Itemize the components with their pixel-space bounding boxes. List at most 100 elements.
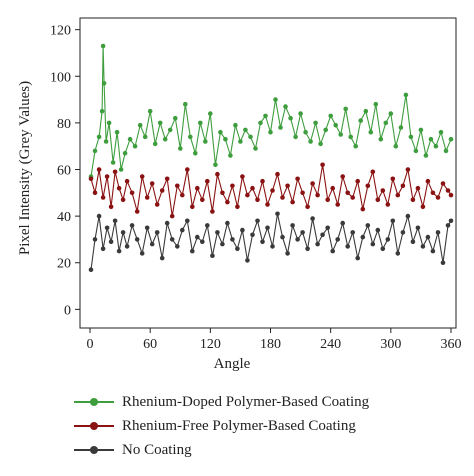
legend-label-doped: Rhenium-Doped Polymer-Based Coating (122, 393, 370, 410)
data-point (195, 185, 200, 191)
data-point (448, 192, 454, 198)
y-tick-label: 20 (57, 257, 71, 272)
data-point (260, 239, 265, 245)
data-point (139, 251, 145, 256)
data-point (310, 216, 315, 221)
data-point (100, 195, 106, 200)
data-point (243, 127, 248, 133)
data-point (240, 227, 245, 233)
data-point (398, 125, 404, 130)
data-point (290, 199, 295, 205)
data-point (275, 211, 280, 217)
data-point (208, 111, 213, 116)
data-point (108, 204, 114, 210)
data-point (403, 92, 409, 98)
data-point (300, 230, 305, 235)
data-point (438, 129, 444, 135)
data-point (180, 227, 185, 233)
data-point (278, 125, 283, 130)
data-point (240, 174, 245, 179)
legend-item-free: Rhenium-Free Polymer-Based Coating (74, 414, 369, 438)
data-point (169, 213, 175, 219)
data-point (178, 146, 183, 151)
legend-label-none: No Coating (122, 441, 192, 458)
data-point (110, 160, 116, 165)
data-point (370, 241, 376, 247)
data-point (220, 241, 225, 247)
data-point (400, 183, 406, 189)
data-point (92, 148, 98, 154)
data-point (175, 244, 180, 249)
data-point (295, 176, 300, 182)
data-point (164, 176, 170, 182)
legend-item-none: No Coating (74, 438, 369, 462)
data-point (120, 230, 126, 235)
data-point (255, 218, 260, 224)
data-point (134, 209, 140, 214)
data-point (315, 192, 320, 198)
y-axis-ticks: 0 20 40 60 80 100 120 (50, 24, 80, 318)
x-tick-label: 0 (87, 337, 94, 352)
data-point (268, 129, 273, 135)
data-point (127, 136, 133, 142)
data-point (423, 153, 429, 158)
data-point (88, 176, 94, 182)
legend-swatch-doped (74, 396, 114, 408)
data-point (283, 104, 288, 109)
data-point (152, 141, 158, 147)
data-point (410, 197, 416, 203)
data-point (104, 225, 110, 231)
data-point (235, 204, 240, 210)
data-point (400, 230, 406, 235)
data-point (358, 118, 364, 123)
data-point (430, 190, 436, 196)
data-point (92, 190, 98, 196)
data-point (149, 181, 155, 186)
data-point (250, 185, 255, 191)
legend: Rhenium-Doped Polymer-Based Coating Rhen… (74, 390, 369, 462)
data-point (395, 251, 401, 256)
data-point (310, 181, 315, 186)
data-point (345, 244, 351, 249)
data-point (106, 120, 112, 126)
plot-frame (79, 17, 457, 329)
data-point (360, 234, 366, 240)
data-point (300, 190, 305, 196)
data-point (100, 43, 106, 49)
data-point (190, 248, 195, 254)
data-point (435, 195, 441, 200)
data-point (129, 223, 135, 228)
data-point (225, 220, 230, 226)
data-point (132, 143, 138, 149)
data-point (270, 188, 275, 193)
data-point (355, 178, 361, 184)
y-axis-title: Pixel Intensity (Grey Values) (17, 81, 33, 255)
y-tick-label: 100 (50, 70, 71, 85)
data-point (315, 241, 320, 247)
data-point (129, 190, 135, 196)
data-point (215, 171, 220, 177)
data-point (328, 113, 334, 119)
data-point (368, 129, 374, 135)
data-point (333, 122, 339, 128)
data-point (428, 136, 434, 142)
data-point (198, 120, 203, 126)
data-point (96, 134, 102, 140)
data-point (265, 225, 270, 231)
y-tick-label: 0 (64, 303, 71, 318)
data-point (303, 129, 308, 135)
series-rhenium-free (88, 162, 454, 219)
data-point (448, 218, 454, 224)
data-point (443, 148, 449, 154)
series-rhenium-doped (88, 43, 454, 179)
data-point (205, 178, 210, 184)
data-point (378, 136, 384, 142)
data-point (255, 197, 260, 203)
data-point (173, 115, 178, 121)
data-point (225, 199, 230, 205)
data-point (410, 239, 416, 245)
data-point (285, 183, 290, 189)
data-point (330, 185, 336, 191)
data-point (365, 223, 371, 228)
data-point (142, 134, 148, 140)
